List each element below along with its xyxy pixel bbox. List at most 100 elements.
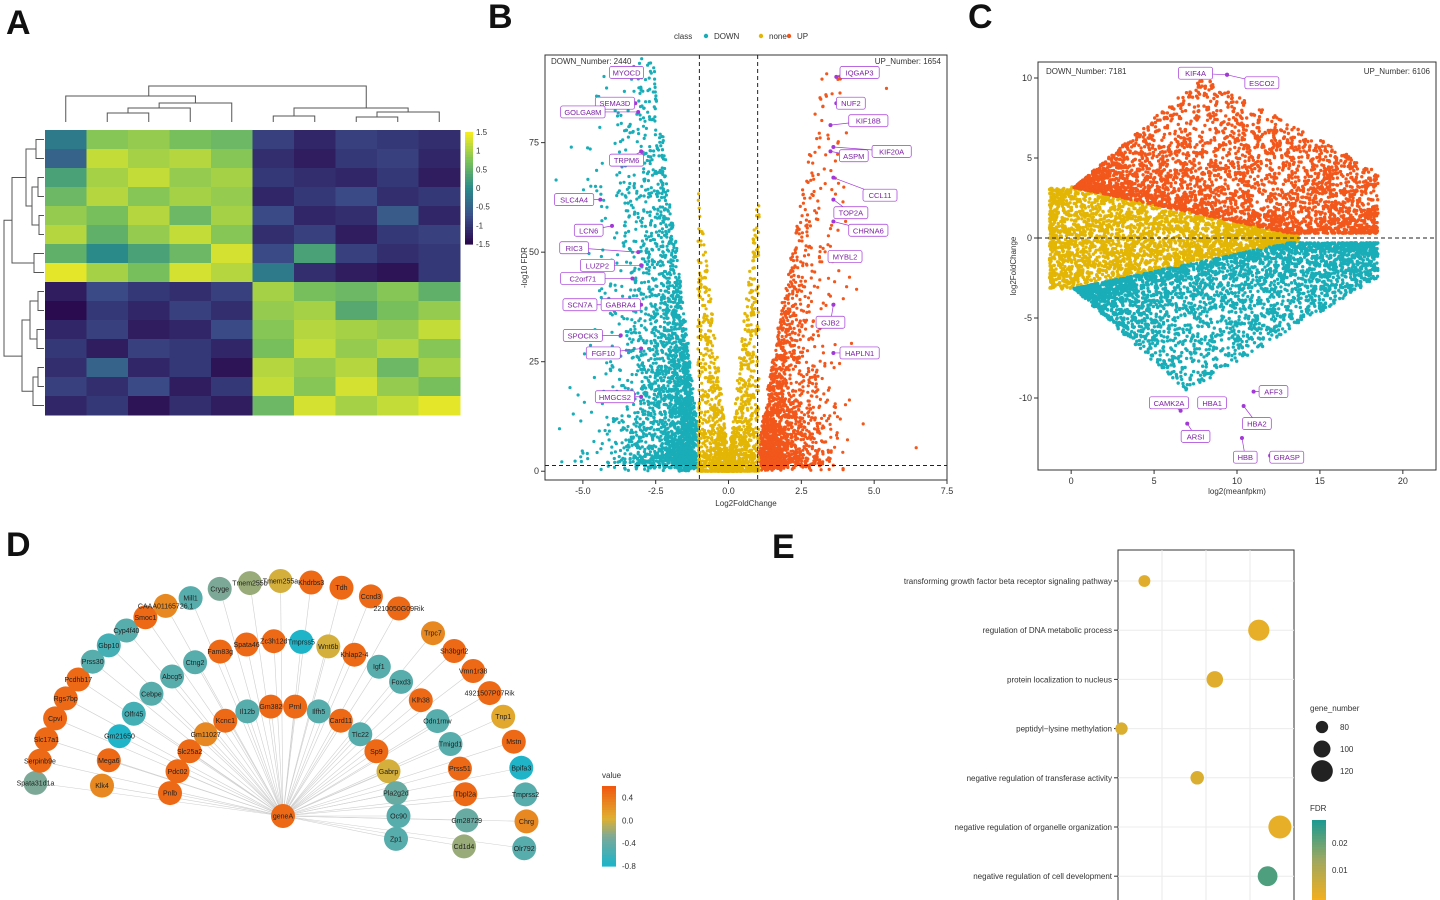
data-point bbox=[829, 435, 833, 439]
data-point bbox=[811, 337, 815, 341]
data-point bbox=[660, 148, 665, 152]
data-point bbox=[628, 181, 632, 186]
data-point bbox=[793, 399, 797, 403]
data-point bbox=[650, 385, 654, 389]
heatmap-cell bbox=[86, 377, 129, 397]
data-point bbox=[647, 452, 652, 457]
data-point bbox=[622, 244, 626, 248]
data-point bbox=[797, 232, 801, 236]
data-point bbox=[632, 402, 636, 407]
data-point bbox=[676, 376, 681, 380]
data-point bbox=[676, 431, 680, 435]
data-point bbox=[681, 455, 685, 459]
data-point bbox=[792, 278, 796, 282]
data-point bbox=[800, 214, 804, 218]
data-point bbox=[680, 423, 684, 428]
legend-gradient-step bbox=[465, 160, 473, 164]
data-point bbox=[800, 289, 804, 293]
data-point bbox=[573, 459, 577, 463]
data-point bbox=[772, 385, 776, 389]
data-point bbox=[628, 337, 632, 341]
data-point bbox=[677, 458, 681, 462]
data-point bbox=[654, 313, 658, 317]
data-point bbox=[630, 443, 634, 447]
heatmap-cell bbox=[86, 149, 129, 169]
data-point bbox=[668, 284, 672, 288]
data-point bbox=[586, 146, 590, 150]
dendrogram-branch bbox=[37, 177, 44, 197]
heatmap-cell bbox=[335, 225, 378, 245]
data-point bbox=[814, 377, 818, 381]
data-point bbox=[613, 417, 618, 421]
data-point bbox=[785, 434, 789, 438]
data-point bbox=[711, 333, 716, 337]
data-point bbox=[653, 115, 657, 119]
data-point bbox=[795, 258, 799, 262]
data-point bbox=[799, 422, 804, 426]
data-point bbox=[688, 455, 692, 459]
data-point bbox=[652, 238, 657, 242]
data-point bbox=[660, 171, 664, 175]
data-point bbox=[652, 70, 657, 74]
data-point bbox=[648, 149, 652, 153]
data-point bbox=[662, 195, 667, 199]
data-point bbox=[631, 431, 635, 435]
data-point bbox=[794, 313, 798, 317]
data-point bbox=[802, 379, 806, 383]
data-point bbox=[796, 324, 800, 328]
data-point bbox=[786, 415, 790, 419]
data-point bbox=[657, 247, 661, 251]
data-point bbox=[680, 367, 685, 371]
data-point bbox=[790, 296, 795, 300]
data-point bbox=[771, 360, 775, 364]
data-point bbox=[800, 283, 804, 287]
data-point bbox=[662, 399, 666, 403]
data-point bbox=[632, 269, 636, 273]
data-point bbox=[642, 367, 646, 371]
data-point bbox=[628, 122, 632, 126]
heatmap-cell bbox=[211, 282, 253, 302]
heatmap-cell bbox=[86, 339, 129, 359]
data-point bbox=[781, 362, 785, 366]
data-point bbox=[761, 427, 766, 431]
data-point bbox=[782, 319, 786, 323]
data-point bbox=[769, 374, 773, 378]
data-point bbox=[623, 452, 627, 456]
data-point bbox=[787, 364, 791, 368]
data-point bbox=[645, 339, 649, 343]
data-point bbox=[806, 366, 811, 371]
data-point bbox=[641, 124, 646, 128]
data-point bbox=[818, 136, 822, 140]
data-point bbox=[783, 313, 788, 317]
data-point bbox=[811, 333, 816, 337]
data-point bbox=[646, 110, 650, 114]
data-point bbox=[664, 352, 668, 356]
data-point bbox=[680, 343, 684, 347]
data-point bbox=[795, 306, 799, 310]
data-point bbox=[641, 216, 645, 220]
heatmap-cell bbox=[335, 377, 378, 397]
data-point bbox=[643, 224, 648, 228]
data-point bbox=[743, 338, 747, 342]
data-point bbox=[672, 242, 676, 247]
data-point bbox=[709, 348, 713, 352]
data-point bbox=[636, 369, 640, 373]
data-point bbox=[592, 439, 596, 444]
data-point bbox=[619, 458, 624, 462]
data-point bbox=[694, 457, 698, 461]
heatmap-cell bbox=[211, 187, 253, 207]
heatmap-cell bbox=[335, 244, 378, 264]
data-point bbox=[802, 254, 807, 258]
data-point bbox=[667, 446, 672, 450]
data-point bbox=[809, 246, 813, 250]
heatmap-cell bbox=[211, 130, 253, 150]
data-point bbox=[667, 271, 671, 275]
data-point bbox=[780, 301, 784, 305]
heatmap-cell bbox=[335, 206, 378, 226]
legend-gradient-step bbox=[465, 168, 473, 172]
legend-gradient-step bbox=[465, 193, 473, 197]
data-point bbox=[689, 426, 693, 430]
data-point bbox=[679, 410, 683, 414]
data-point bbox=[685, 453, 689, 458]
heatmap-cell bbox=[418, 396, 461, 416]
